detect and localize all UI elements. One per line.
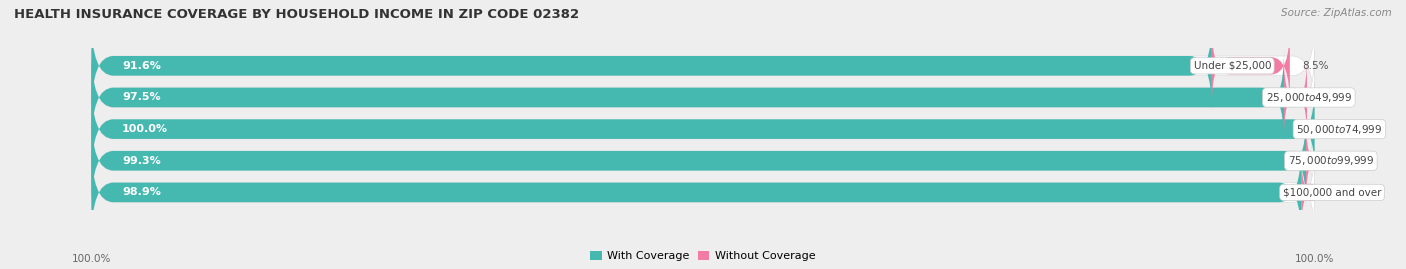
Text: 97.5%: 97.5% xyxy=(122,93,160,102)
Text: 0.69%: 0.69% xyxy=(1337,156,1369,166)
Text: HEALTH INSURANCE COVERAGE BY HOUSEHOLD INCOME IN ZIP CODE 02382: HEALTH INSURANCE COVERAGE BY HOUSEHOLD I… xyxy=(14,8,579,21)
FancyBboxPatch shape xyxy=(91,114,1315,208)
Text: $75,000 to $99,999: $75,000 to $99,999 xyxy=(1288,154,1374,167)
Text: 91.6%: 91.6% xyxy=(122,61,160,71)
Text: $100,000 and over: $100,000 and over xyxy=(1282,187,1381,197)
Text: Source: ZipAtlas.com: Source: ZipAtlas.com xyxy=(1281,8,1392,18)
Text: $25,000 to $49,999: $25,000 to $49,999 xyxy=(1265,91,1353,104)
Legend: With Coverage, Without Coverage: With Coverage, Without Coverage xyxy=(586,246,820,266)
FancyBboxPatch shape xyxy=(1284,59,1308,136)
Text: 0.0%: 0.0% xyxy=(1346,124,1371,134)
FancyBboxPatch shape xyxy=(91,50,1284,145)
FancyBboxPatch shape xyxy=(1306,122,1324,200)
Text: 100.0%: 100.0% xyxy=(72,254,111,264)
Text: 98.9%: 98.9% xyxy=(122,187,160,197)
FancyBboxPatch shape xyxy=(91,82,1315,176)
Text: 8.5%: 8.5% xyxy=(1302,61,1329,71)
FancyBboxPatch shape xyxy=(91,145,1315,240)
FancyBboxPatch shape xyxy=(91,82,1315,176)
FancyBboxPatch shape xyxy=(1301,154,1319,231)
FancyBboxPatch shape xyxy=(91,50,1315,145)
Text: 1.1%: 1.1% xyxy=(1331,187,1358,197)
Text: 99.3%: 99.3% xyxy=(122,156,160,166)
FancyBboxPatch shape xyxy=(91,19,1212,113)
Text: 100.0%: 100.0% xyxy=(1295,254,1334,264)
FancyBboxPatch shape xyxy=(91,19,1315,113)
Text: 2.5%: 2.5% xyxy=(1319,93,1346,102)
Text: Under $25,000: Under $25,000 xyxy=(1194,61,1271,71)
FancyBboxPatch shape xyxy=(1212,27,1289,105)
FancyBboxPatch shape xyxy=(91,114,1306,208)
FancyBboxPatch shape xyxy=(91,145,1301,240)
Text: 100.0%: 100.0% xyxy=(122,124,167,134)
Text: $50,000 to $74,999: $50,000 to $74,999 xyxy=(1296,123,1382,136)
